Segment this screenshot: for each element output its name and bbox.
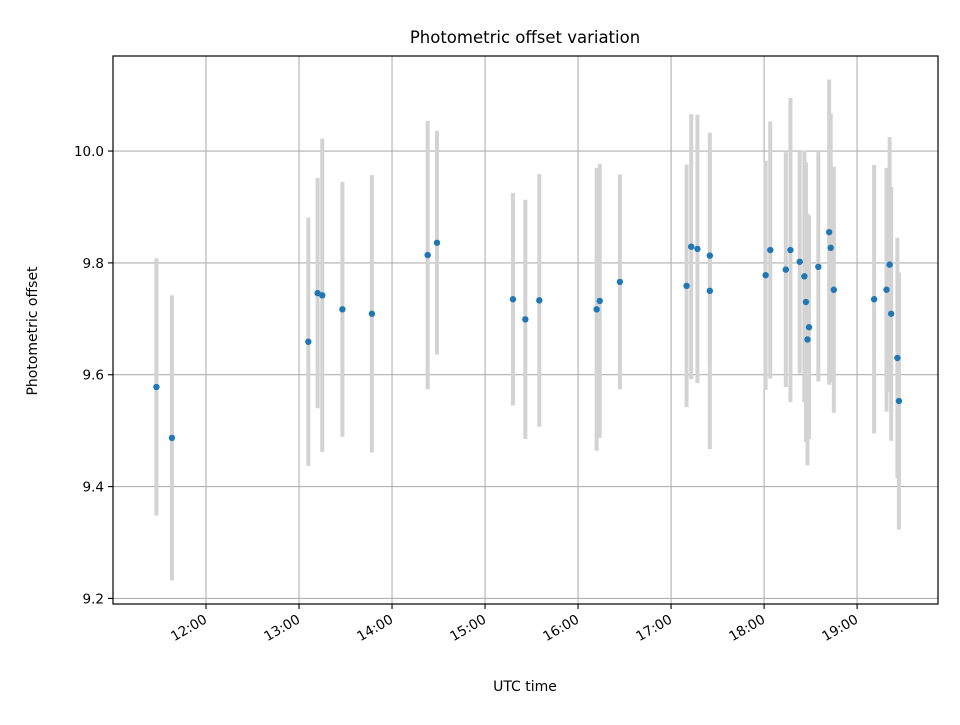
data-point	[830, 286, 838, 293]
data-point	[153, 383, 160, 391]
data-markers	[153, 228, 903, 442]
data-point	[782, 266, 789, 273]
data-point	[688, 243, 695, 250]
data-point	[802, 298, 810, 306]
data-point	[886, 261, 893, 268]
data-point	[593, 306, 600, 313]
data-point	[825, 228, 833, 236]
data-point	[168, 434, 176, 442]
x-axis-label: UTC time	[493, 679, 557, 695]
data-point	[762, 272, 769, 279]
data-point	[895, 397, 903, 405]
data-point	[509, 296, 517, 303]
data-point	[536, 297, 543, 304]
data-point	[787, 246, 794, 254]
data-point	[767, 246, 774, 254]
plot-frame	[112, 55, 939, 605]
data-point	[801, 273, 808, 280]
data-point	[706, 252, 714, 259]
y-tick-label: 9.6	[83, 368, 104, 384]
data-point	[805, 324, 813, 331]
y-axis-ticks: 9.2 9.4 9.6 9.8 10.0	[74, 144, 113, 607]
data-point	[706, 287, 714, 295]
data-point	[305, 338, 312, 345]
chart-title: Photometric offset variation	[410, 28, 640, 47]
data-point	[694, 245, 701, 253]
data-point	[683, 282, 690, 290]
data-point	[424, 251, 431, 259]
data-point	[522, 316, 529, 323]
data-point	[616, 278, 624, 286]
data-point	[596, 297, 603, 305]
data-point	[883, 286, 890, 293]
y-tick-label: 9.8	[83, 256, 104, 272]
data-point	[433, 239, 441, 246]
y-tick-label: 10.0	[74, 144, 104, 160]
data-point	[319, 292, 326, 299]
data-point	[870, 296, 878, 303]
y-tick-label: 9.2	[83, 591, 104, 607]
data-point	[368, 310, 376, 317]
data-point	[827, 244, 834, 251]
y-axis-label: Photometric offset	[25, 266, 41, 396]
data-point	[796, 258, 803, 265]
y-tick-label: 9.4	[83, 480, 104, 496]
data-point	[894, 354, 901, 362]
data-point	[339, 306, 346, 313]
data-point	[887, 310, 895, 317]
data-point	[804, 336, 811, 343]
data-point	[815, 263, 822, 271]
